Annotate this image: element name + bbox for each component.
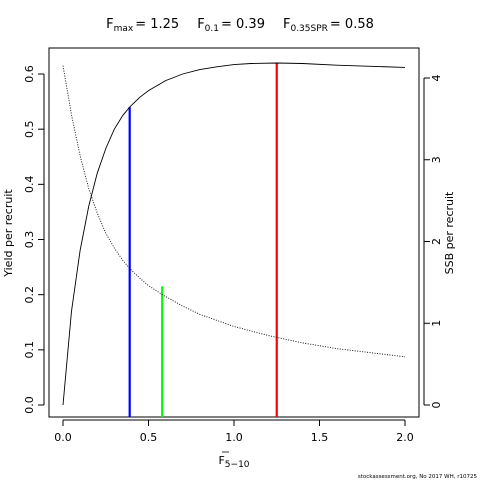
y-tick-label: 0.1 bbox=[23, 341, 36, 359]
y2-tick-label: 0 bbox=[430, 402, 443, 409]
plot-layer bbox=[62, 62, 406, 417]
y2-axis-title: SSB per recruit bbox=[443, 191, 456, 274]
y-tick-label: 0.6 bbox=[23, 65, 36, 83]
x-tick-label: 2.0 bbox=[396, 431, 414, 444]
title-fmax-sub: max bbox=[114, 24, 134, 34]
title-fmax-main: F bbox=[106, 17, 113, 32]
title-f01-sub: 0.1 bbox=[205, 24, 219, 34]
y-tick-label: 0.0 bbox=[23, 396, 36, 414]
axis-layer: 0.0 0.5 1.0 1.5 2.0 0.0 0.1 0.2 0.3 0.4 0.5 0.6 0 1 2 3… bbox=[23, 65, 443, 444]
x-tick-label: 1.5 bbox=[311, 431, 329, 444]
title-fspr-main: F bbox=[283, 17, 290, 32]
y-axis-title: Yield per recruit bbox=[2, 189, 15, 278]
y-tick-label: 0.2 bbox=[23, 286, 36, 304]
title-f01-value: = 0.39 bbox=[221, 17, 265, 32]
x-axis-title: F5−10 bbox=[218, 454, 249, 470]
title-f01-main: F bbox=[197, 17, 204, 32]
ssb-per-recruit-line bbox=[62, 65, 406, 358]
title-fspr-sub: 0.35SPR bbox=[290, 24, 327, 34]
y2-tick-label: 4 bbox=[430, 75, 443, 82]
y2-tick-label: 2 bbox=[430, 238, 443, 245]
x-tick-label: 0.0 bbox=[54, 431, 72, 444]
x-tick-label: 0.5 bbox=[140, 431, 158, 444]
x-tick-label: 1.0 bbox=[225, 431, 243, 444]
x-axis-title-sub: 5−10 bbox=[225, 460, 250, 470]
title-fmax-value: = 1.25 bbox=[135, 17, 179, 32]
y-tick-label: 0.4 bbox=[23, 176, 36, 194]
title-fspr-value: = 0.58 bbox=[330, 17, 374, 32]
y2-tick-label: 1 bbox=[430, 320, 443, 327]
y-tick-label: 0.3 bbox=[23, 231, 36, 249]
chart-title: Fmax = 1.25 F0.1 = 0.39 F0.35SPR = 0.58 bbox=[106, 17, 374, 34]
y2-tick-label: 3 bbox=[430, 156, 443, 163]
yield-per-recruit-line bbox=[62, 62, 406, 406]
plot-frame bbox=[48, 47, 420, 418]
footer-note: stockassessment.org, No 2017 WH, r10725 bbox=[358, 474, 478, 480]
y-tick-label: 0.5 bbox=[23, 120, 36, 138]
x-axis-title-main: F bbox=[218, 454, 224, 467]
